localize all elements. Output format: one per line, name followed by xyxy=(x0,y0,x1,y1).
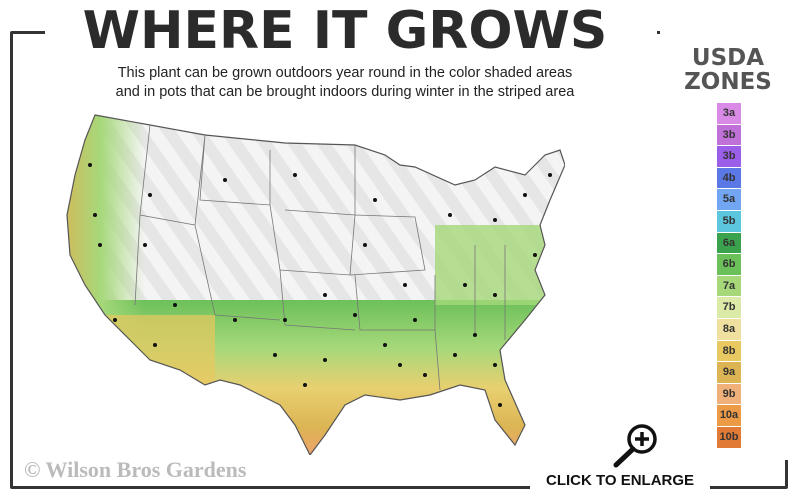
legend-swatch-9a: 9a xyxy=(717,362,741,383)
zone-legend: 3a 3b 3b 4b 5a 5b 6a 6b 7a 7b 8a 8b 9a 9b 10a 10b xyxy=(717,103,741,449)
city-dot xyxy=(148,193,152,197)
legend-swatch-9b: 9b xyxy=(717,383,741,405)
frame-gap xyxy=(45,20,657,40)
city-dot xyxy=(533,253,537,257)
city-dot xyxy=(473,333,477,337)
city-dot xyxy=(323,358,327,362)
legend-swatch-6b: 6b xyxy=(717,254,741,275)
city-dot xyxy=(93,213,97,217)
legend-title: USDA ZONES xyxy=(672,46,784,94)
city-dot xyxy=(353,313,357,317)
legend-swatch-3b: 3b xyxy=(717,146,741,167)
city-dot xyxy=(293,173,297,177)
legend-swatch-10a: 10a xyxy=(717,405,741,426)
legend-swatch-3b: 3b xyxy=(717,124,741,146)
city-dot xyxy=(448,213,452,217)
zoom-in-magnifier-icon xyxy=(613,424,657,468)
legend-swatch-3a: 3a xyxy=(717,103,741,124)
enlarge-label: CLICK TO ENLARGE xyxy=(546,472,695,489)
city-dot xyxy=(373,198,377,202)
city-dot xyxy=(363,243,367,247)
legend-swatch-5b: 5b xyxy=(717,210,741,232)
city-dot xyxy=(413,318,417,322)
state-borders xyxy=(134,124,506,391)
city-dot xyxy=(493,293,497,297)
legend-swatch-5a: 5a xyxy=(717,189,741,210)
city-dot xyxy=(173,303,177,307)
city-dot xyxy=(403,283,407,287)
usda-zone-map[interactable] xyxy=(55,105,565,455)
city-dot xyxy=(88,163,92,167)
city-dot xyxy=(463,283,467,287)
click-to-enlarge-button[interactable]: CLICK TO ENLARGE xyxy=(530,420,710,495)
city-dot xyxy=(223,178,227,182)
map-regions xyxy=(67,115,565,455)
city-dot xyxy=(143,243,147,247)
city-dot xyxy=(423,373,427,377)
legend-swatch-4b: 4b xyxy=(717,167,741,189)
legend-swatch-7b: 7b xyxy=(717,297,741,318)
city-dot xyxy=(303,383,307,387)
city-dot xyxy=(98,243,102,247)
legend-swatch-8b: 8b xyxy=(717,340,741,362)
city-dot xyxy=(548,173,552,177)
city-dot xyxy=(453,353,457,357)
legend-swatch-6a: 6a xyxy=(717,232,741,254)
legend-swatch-10b: 10b xyxy=(717,426,741,448)
subtitle: This plant can be grown outdoors year ro… xyxy=(40,64,650,102)
city-dot xyxy=(233,318,237,322)
city-dot xyxy=(283,318,287,322)
city-dot xyxy=(398,363,402,367)
city-dot xyxy=(523,193,527,197)
city-dot xyxy=(493,218,497,222)
city-markers xyxy=(88,163,552,407)
city-dot xyxy=(113,318,117,322)
subtitle-line: and in pots that can be brought indoors … xyxy=(115,84,575,100)
subtitle-line: This plant can be grown outdoors year ro… xyxy=(117,65,573,81)
city-dot xyxy=(153,343,157,347)
city-dot xyxy=(273,353,277,357)
city-dot xyxy=(383,343,387,347)
page-title: WHERE IT GROWS xyxy=(82,1,608,61)
legend-title-line: ZONES xyxy=(684,69,772,95)
legend-title-line: USDA xyxy=(691,45,765,71)
city-dot xyxy=(493,363,497,367)
city-dot xyxy=(323,293,327,297)
legend-swatch-8a: 8a xyxy=(717,318,741,340)
city-dot xyxy=(498,403,502,407)
watermark: © Wilson Bros Gardens xyxy=(24,457,247,482)
legend-swatch-7a: 7a xyxy=(717,275,741,297)
